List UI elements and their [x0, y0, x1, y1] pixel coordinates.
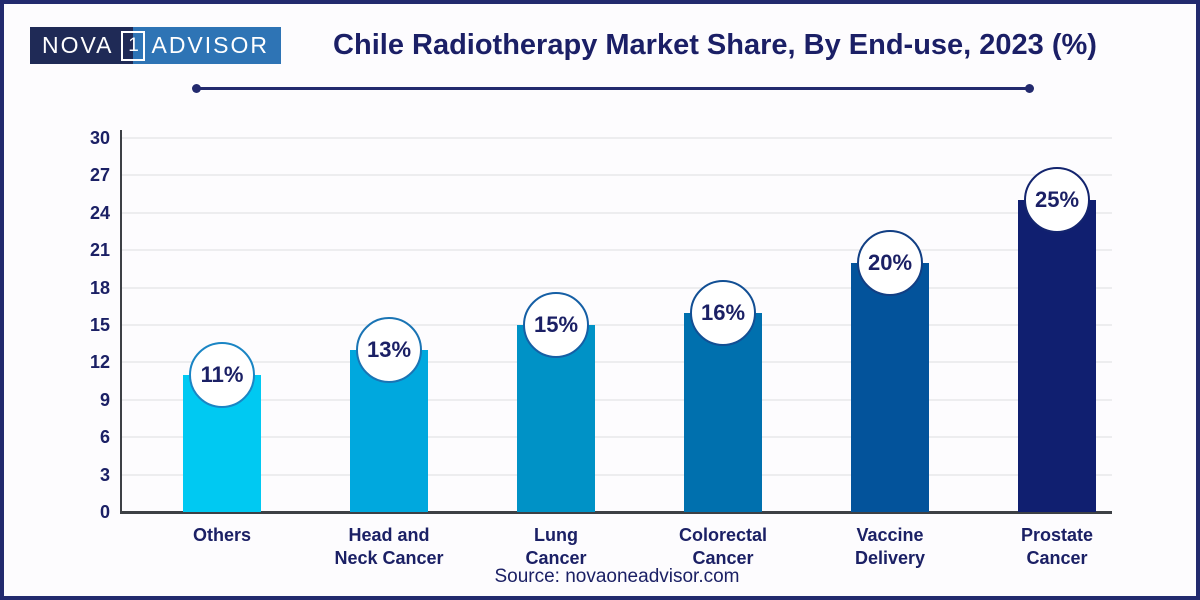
gridline [122, 324, 1112, 326]
y-tick-label: 21 [89, 240, 110, 261]
x-tick-label: Colorectal Cancer [678, 525, 768, 568]
y-tick-label: 6 [99, 427, 110, 448]
logo-one-text: 1 [121, 30, 146, 61]
bar-value-badge: 11% [189, 341, 255, 408]
bar [684, 312, 762, 512]
bar [851, 262, 929, 512]
y-axis-line [120, 130, 122, 514]
bar-value-badge: 20% [857, 229, 923, 296]
logo-one-box: 1 [119, 27, 148, 64]
y-tick-label: 0 [99, 502, 110, 522]
y-tick-label: 18 [89, 277, 110, 298]
underline-left-dot [192, 84, 201, 93]
title-underline [192, 84, 1034, 93]
gridline [122, 137, 1112, 139]
x-tick-label: Lung Cancer [525, 525, 587, 568]
gridline [122, 361, 1112, 364]
bar [1018, 200, 1096, 512]
gridline [122, 211, 1112, 214]
source-caption: Source: novaoneadvisor.com [494, 566, 740, 587]
x-axis-line [120, 511, 1112, 514]
logo-advisor-text: ADVISOR [147, 27, 282, 64]
x-tick-label: Vaccine Delivery [854, 525, 926, 568]
x-tick-label: Prostate Cancer [1020, 525, 1094, 568]
y-tick-label: 3 [99, 464, 110, 485]
gridline [122, 398, 1112, 401]
bar-value-badge: 15% [523, 292, 589, 358]
logo-nova-text: NOVA [30, 27, 120, 64]
y-tick-label: 30 [89, 128, 110, 148]
x-tick-label: Head and Neck Cancer [334, 525, 444, 568]
y-tick-label: 15 [89, 315, 110, 335]
y-tick-label: 27 [89, 165, 110, 186]
gridline [122, 473, 1112, 476]
y-tick-label: 24 [89, 202, 110, 223]
bar-value-badge: 13% [356, 316, 422, 383]
gridline [122, 249, 1112, 252]
bar-value-badge: 16% [690, 279, 756, 346]
gridline [122, 174, 1112, 177]
x-tick-label: Others [192, 525, 252, 545]
chart-title: Chile Radiotherapy Market Share, By End-… [333, 29, 1097, 61]
gridline [122, 286, 1112, 289]
bar-value-badge: 25% [1024, 167, 1090, 234]
y-tick-label: 12 [89, 352, 110, 373]
brand-logo: NOVA 1 ADVISOR [30, 27, 282, 64]
underline-right-dot [1025, 84, 1034, 93]
y-tick-label: 9 [99, 389, 110, 410]
gridline [122, 436, 1112, 439]
